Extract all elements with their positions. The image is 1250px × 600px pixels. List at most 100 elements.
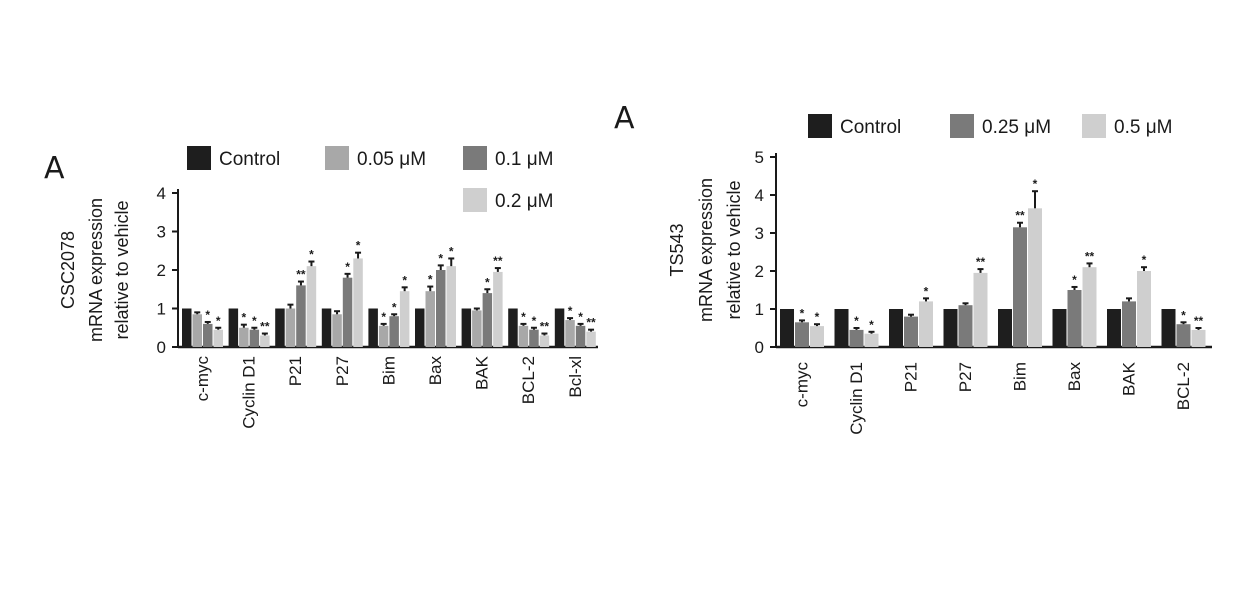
bar-bak-0-05-m — [472, 310, 482, 347]
significance-marker: * — [800, 306, 805, 320]
category-label-bim: Bim — [1011, 362, 1030, 391]
bar-bim-control — [998, 309, 1012, 347]
category-label-p27: P27 — [333, 356, 352, 386]
legend-swatch-0-25-m — [950, 114, 974, 138]
legend-swatch-control — [187, 146, 211, 170]
bar-bcl-2-0-1-m — [529, 329, 539, 347]
significance-marker: * — [869, 318, 874, 332]
y-axis-label-line-2: mRNA expression — [86, 198, 106, 342]
bar-bak-0-25-m — [1122, 301, 1136, 347]
bar-bax-0-5-m — [1082, 267, 1097, 347]
bar-bcl-xl-0-05-m — [565, 320, 575, 347]
bar-p21-0-25-m — [904, 316, 918, 347]
bar-bak-control — [461, 308, 472, 347]
y-axis-label-line-3: relative to vehicle — [724, 180, 744, 319]
y-tick-label: 0 — [157, 338, 166, 357]
category-label-bcl-2: BCL-2 — [519, 356, 538, 404]
legend-swatch-0-5-m — [1082, 114, 1106, 138]
category-label-p27: P27 — [956, 362, 975, 392]
bar-bim-control — [368, 308, 378, 347]
significance-marker: * — [381, 310, 386, 324]
category-label-p21: P21 — [286, 356, 305, 386]
bar-p27-0-05-m — [332, 314, 342, 347]
bar-bcl-2-0-2-m — [539, 335, 550, 347]
bar-bcl-xl-0-1-m — [575, 325, 586, 347]
y-tick-label: 2 — [755, 262, 764, 281]
bar-bim-0-1-m — [389, 316, 399, 347]
bar-p27-0-1-m — [342, 277, 353, 347]
significance-marker: * — [449, 244, 454, 258]
significance-marker: * — [532, 314, 537, 328]
significance-marker: * — [578, 310, 583, 324]
bar-bak-0-1-m — [482, 293, 493, 347]
significance-marker: * — [356, 239, 361, 253]
bar-cyclin-d1-control — [228, 308, 239, 347]
category-label-p21: P21 — [902, 362, 921, 392]
y-axis-label-line-3: relative to vehicle — [112, 200, 132, 339]
bar-p21-control — [275, 308, 285, 347]
panel-label: A — [614, 101, 635, 136]
significance-marker: ** — [1085, 249, 1095, 263]
significance-marker: * — [242, 311, 247, 325]
y-tick-label: 3 — [755, 224, 764, 243]
y-tick-label: 4 — [157, 184, 166, 203]
category-label-bcl-xl: Bcl-xl — [566, 356, 585, 398]
bar-bax-0-1-m — [436, 270, 446, 347]
chart-ts543: A TS543 mRNA expression relative to vehicle… — [614, 101, 1212, 435]
bar-p21-0-5-m — [919, 301, 933, 347]
bar-c-myc-control — [182, 308, 192, 347]
significance-marker: * — [1181, 308, 1186, 322]
bar-c-myc-control — [780, 309, 794, 347]
significance-marker: ** — [540, 320, 550, 334]
category-label-c-myc: c-myc — [193, 356, 212, 402]
significance-marker: * — [1072, 273, 1077, 287]
significance-marker: * — [252, 314, 257, 328]
category-label-bax: Bax — [1065, 362, 1084, 392]
bar-p21-0-2-m — [306, 266, 317, 347]
bar-c-myc-0-5-m — [810, 326, 824, 347]
bar-c-myc-0-05-m — [192, 314, 202, 347]
legend-swatch-0-1-m — [463, 146, 487, 170]
category-label-bax: Bax — [426, 356, 445, 386]
significance-marker: * — [815, 310, 820, 324]
legend-label-control: Control — [840, 117, 901, 138]
panel-label: A — [44, 151, 65, 186]
y-axis-label-line-2: mRNA expression — [696, 178, 716, 322]
bar-bax-0-05-m — [425, 291, 435, 347]
legend-label-control: Control — [219, 149, 280, 170]
significance-marker: ** — [296, 268, 306, 282]
bar-p27-0-5-m — [973, 272, 988, 347]
significance-marker: * — [428, 273, 433, 287]
bar-c-myc-0-1-m — [203, 323, 213, 347]
bar-p21-0-05-m — [285, 308, 296, 347]
bar-cyclin-d1-0-25-m — [849, 329, 864, 347]
y-axis-label-line-1: CSC2078 — [58, 231, 78, 309]
bar-cyclin-d1-0-2-m — [260, 335, 270, 347]
bar-bcl-xl-0-2-m — [586, 331, 596, 347]
bar-p27-0-2-m — [353, 258, 363, 347]
significance-marker: * — [924, 284, 929, 298]
significance-marker: * — [485, 275, 490, 289]
significance-marker: ** — [976, 255, 986, 269]
legend-swatch-0-05-m — [325, 146, 349, 170]
legend-label-0-5-m: 0.5 μM — [1114, 117, 1172, 138]
legend-label-0-25-m: 0.25 μM — [982, 117, 1051, 138]
bar-bim-0-25-m — [1013, 227, 1027, 347]
significance-marker: ** — [493, 254, 503, 268]
significance-marker: * — [438, 251, 443, 265]
bar-bcl-2-0-5-m — [1191, 329, 1206, 347]
category-label-bak: BAK — [473, 355, 492, 390]
y-tick-label: 1 — [157, 300, 166, 319]
y-tick-label: 5 — [755, 148, 764, 167]
bar-p27-0-25-m — [958, 305, 973, 347]
bar-p21-control — [889, 309, 903, 347]
bar-bax-0-2-m — [446, 266, 456, 347]
y-tick-label: 3 — [157, 223, 166, 242]
significance-marker: ** — [1015, 209, 1025, 223]
significance-marker: * — [402, 273, 407, 287]
bar-c-myc-0-25-m — [795, 322, 809, 347]
y-tick-label: 2 — [157, 261, 166, 280]
category-label-c-myc: c-myc — [793, 362, 812, 408]
